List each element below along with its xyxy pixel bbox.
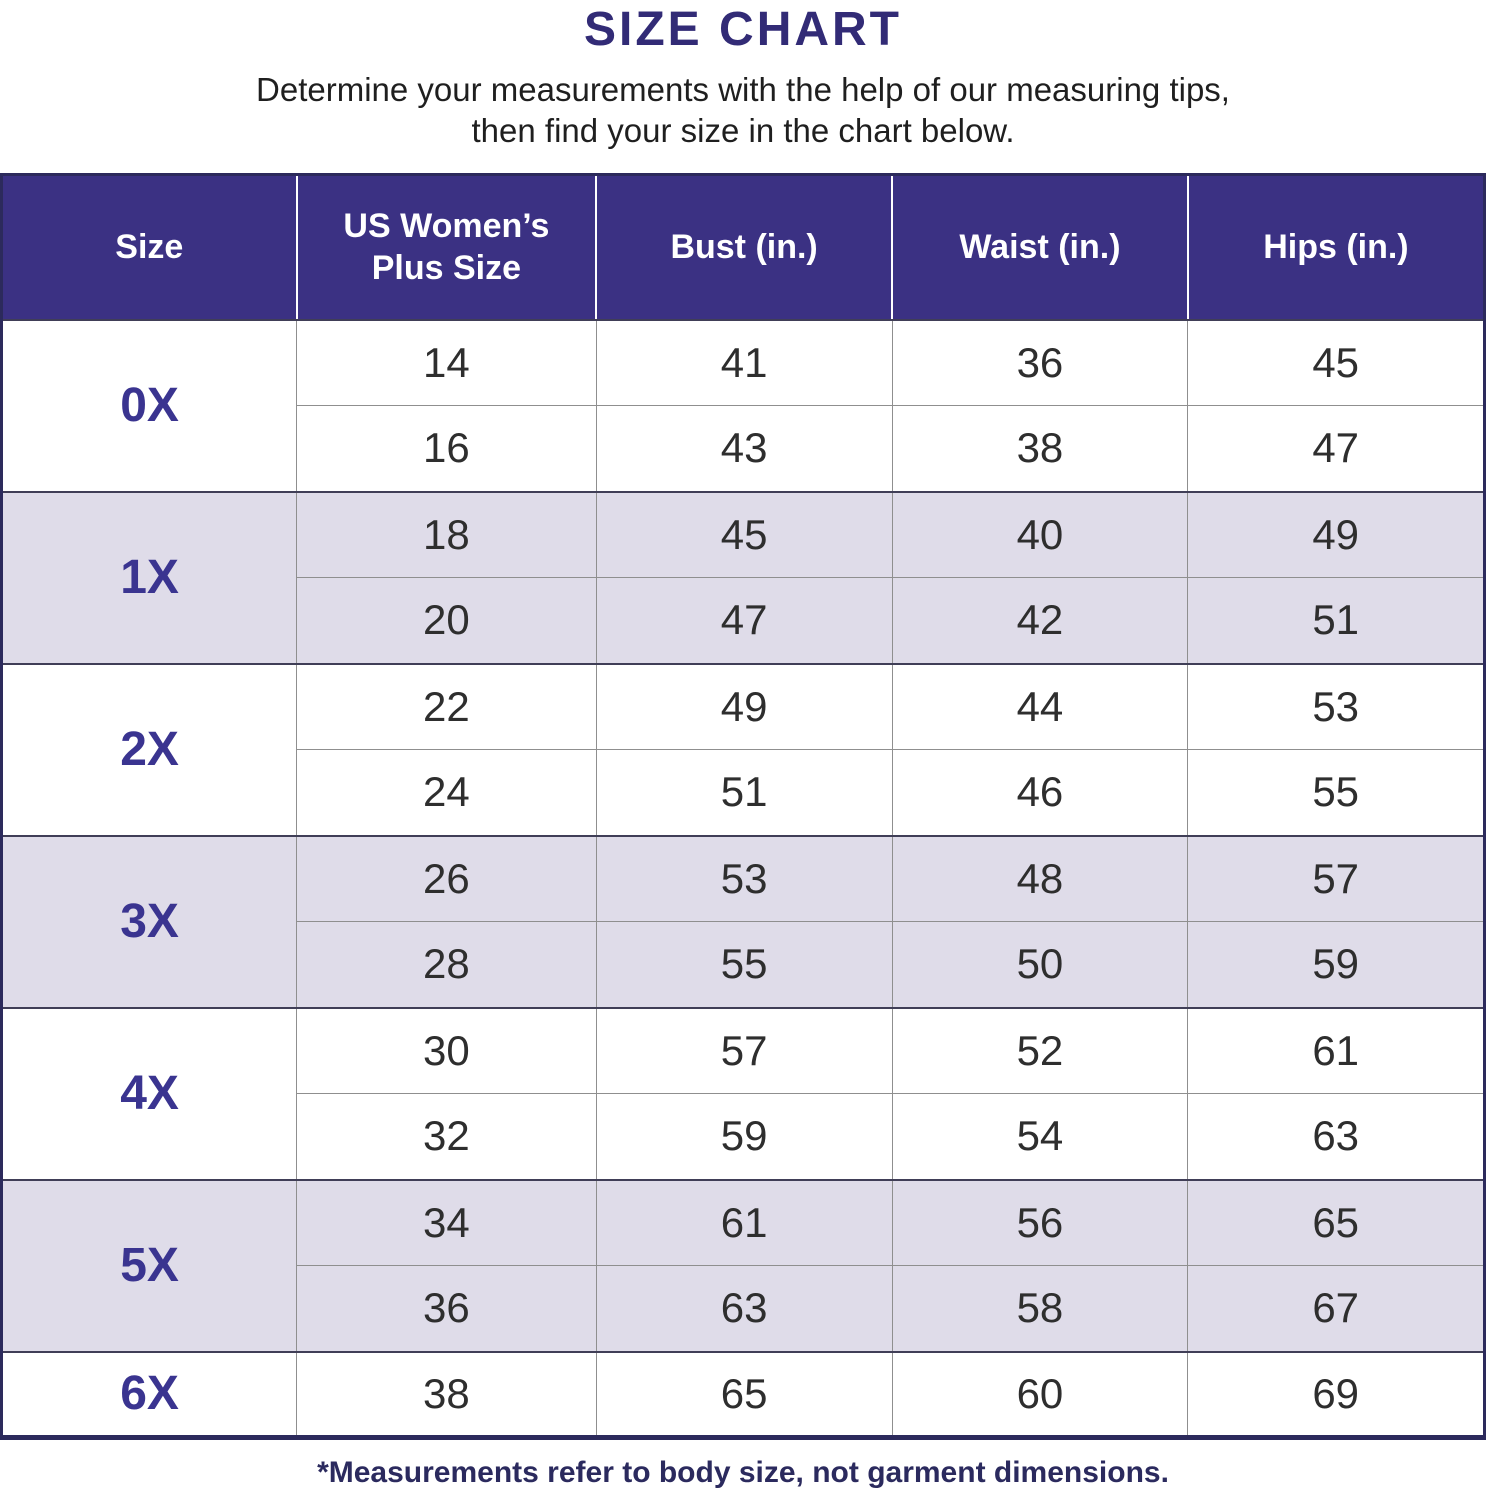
measurement-cell: 47: [595, 577, 893, 664]
subtitle-line-1: Determine your measurements with the hel…: [256, 71, 1230, 108]
measurement-cell: 53: [1187, 662, 1485, 750]
table-row: 32 59 54 63: [2, 1093, 1485, 1180]
measurement-cell: 14: [296, 318, 597, 406]
measurement-cell: 45: [1187, 318, 1485, 406]
measurement-cell: 61: [1187, 1006, 1485, 1094]
measurement-cell: 56: [891, 1178, 1188, 1266]
measurement-cell: 16: [296, 405, 597, 492]
measurement-cell: 58: [891, 1265, 1188, 1352]
table-row: 24 51 46 55: [2, 749, 1485, 836]
measurement-cell: 63: [1187, 1093, 1485, 1180]
size-group-label: 5X: [1, 1178, 297, 1352]
table-row: 5X 34 61 56 65: [1, 1178, 1485, 1352]
measurement-cell: 38: [296, 1350, 597, 1438]
table-row: 36 63 58 67: [2, 1265, 1485, 1352]
column-header-size: Size: [1, 174, 297, 321]
subtitle: Determine your measurements with the hel…: [0, 69, 1486, 151]
measurement-cell: 18: [296, 490, 597, 578]
table-header-row: Size US Women’s Plus Size Bust (in.) Wai…: [1, 174, 1485, 321]
measurement-cell: 44: [891, 662, 1188, 750]
measurement-cell: 63: [595, 1265, 893, 1352]
measurement-cell: 36: [891, 318, 1188, 406]
chart-header-block: SIZE CHART Determine your measurements w…: [0, 0, 1486, 173]
measurement-cell: 59: [1187, 921, 1485, 1008]
size-chart-table: Size US Women’s Plus Size Bust (in.) Wai…: [0, 173, 1486, 1440]
measurement-cell: 49: [595, 662, 893, 750]
size-group-label: 4X: [1, 1006, 297, 1180]
table-row: 28 55 50 59: [2, 921, 1485, 1008]
measurement-cell: 60: [891, 1350, 1188, 1438]
table-row: 3X 26 53 48 57: [1, 834, 1485, 1008]
table-row: 1X 18 45 40 49: [1, 490, 1485, 664]
measurement-cell: 61: [595, 1178, 893, 1266]
measurement-cell: 40: [891, 490, 1188, 578]
measurement-cell: 65: [1187, 1178, 1485, 1266]
measurement-cell: 69: [1187, 1350, 1485, 1438]
measurement-cell: 38: [891, 405, 1188, 492]
measurement-cell: 50: [891, 921, 1188, 1008]
measurement-cell: 47: [1187, 405, 1485, 492]
measurement-cell: 20: [296, 577, 597, 664]
measurement-cell: 57: [1187, 834, 1485, 922]
measurement-cell: 59: [595, 1093, 893, 1180]
table-body: 0X 14 41 36 45 16 43 38 47 1X 18 45 40 49 20 47 42 51 2X 22…: [1, 318, 1485, 1438]
column-header-hips: Hips (in.): [1186, 174, 1485, 321]
measurement-cell: 43: [595, 405, 893, 492]
subtitle-line-2: then find your size in the chart below.: [471, 112, 1015, 149]
measurement-cell: 28: [296, 921, 597, 1008]
measurement-cell: 36: [296, 1265, 597, 1352]
size-group-label: 0X: [1, 318, 297, 492]
table-row: 4X 30 57 52 61: [1, 1006, 1485, 1180]
table-row: 2X 22 49 44 53: [1, 662, 1485, 836]
size-group-label: 1X: [1, 490, 297, 664]
measurement-cell: 49: [1187, 490, 1485, 578]
column-header-bust: Bust (in.): [595, 174, 893, 321]
size-group-label: 6X: [1, 1350, 297, 1438]
measurement-cell: 45: [595, 490, 893, 578]
size-group-label: 3X: [1, 834, 297, 1008]
table-row: 0X 14 41 36 45: [1, 318, 1485, 492]
measurement-cell: 42: [891, 577, 1188, 664]
measurement-cell: 51: [595, 749, 893, 836]
measurement-cell: 48: [891, 834, 1188, 922]
page-title: SIZE CHART: [584, 3, 902, 56]
table-row: 20 47 42 51: [2, 577, 1485, 664]
footnote: *Measurements refer to body size, not ga…: [317, 1456, 1169, 1489]
measurement-cell: 46: [891, 749, 1188, 836]
measurement-cell: 52: [891, 1006, 1188, 1094]
measurement-cell: 30: [296, 1006, 597, 1094]
measurement-cell: 41: [595, 318, 893, 406]
measurement-cell: 34: [296, 1178, 597, 1266]
measurement-cell: 51: [1187, 577, 1485, 664]
measurement-cell: 22: [296, 662, 597, 750]
measurement-cell: 67: [1187, 1265, 1485, 1352]
measurement-cell: 53: [595, 834, 893, 922]
table-row: 6X 38 65 60 69: [1, 1350, 1485, 1438]
measurement-cell: 55: [595, 921, 893, 1008]
measurement-cell: 26: [296, 834, 597, 922]
measurement-cell: 24: [296, 749, 597, 836]
measurement-cell: 54: [891, 1093, 1188, 1180]
measurement-cell: 55: [1187, 749, 1485, 836]
table-row: 16 43 38 47: [2, 405, 1485, 492]
size-group-label: 2X: [1, 662, 297, 836]
measurement-cell: 65: [595, 1350, 893, 1438]
column-header-us-plus-size: US Women’s Plus Size: [295, 174, 597, 321]
measurement-cell: 57: [595, 1006, 893, 1094]
column-header-waist: Waist (in.): [891, 174, 1188, 321]
measurement-cell: 32: [296, 1093, 597, 1180]
